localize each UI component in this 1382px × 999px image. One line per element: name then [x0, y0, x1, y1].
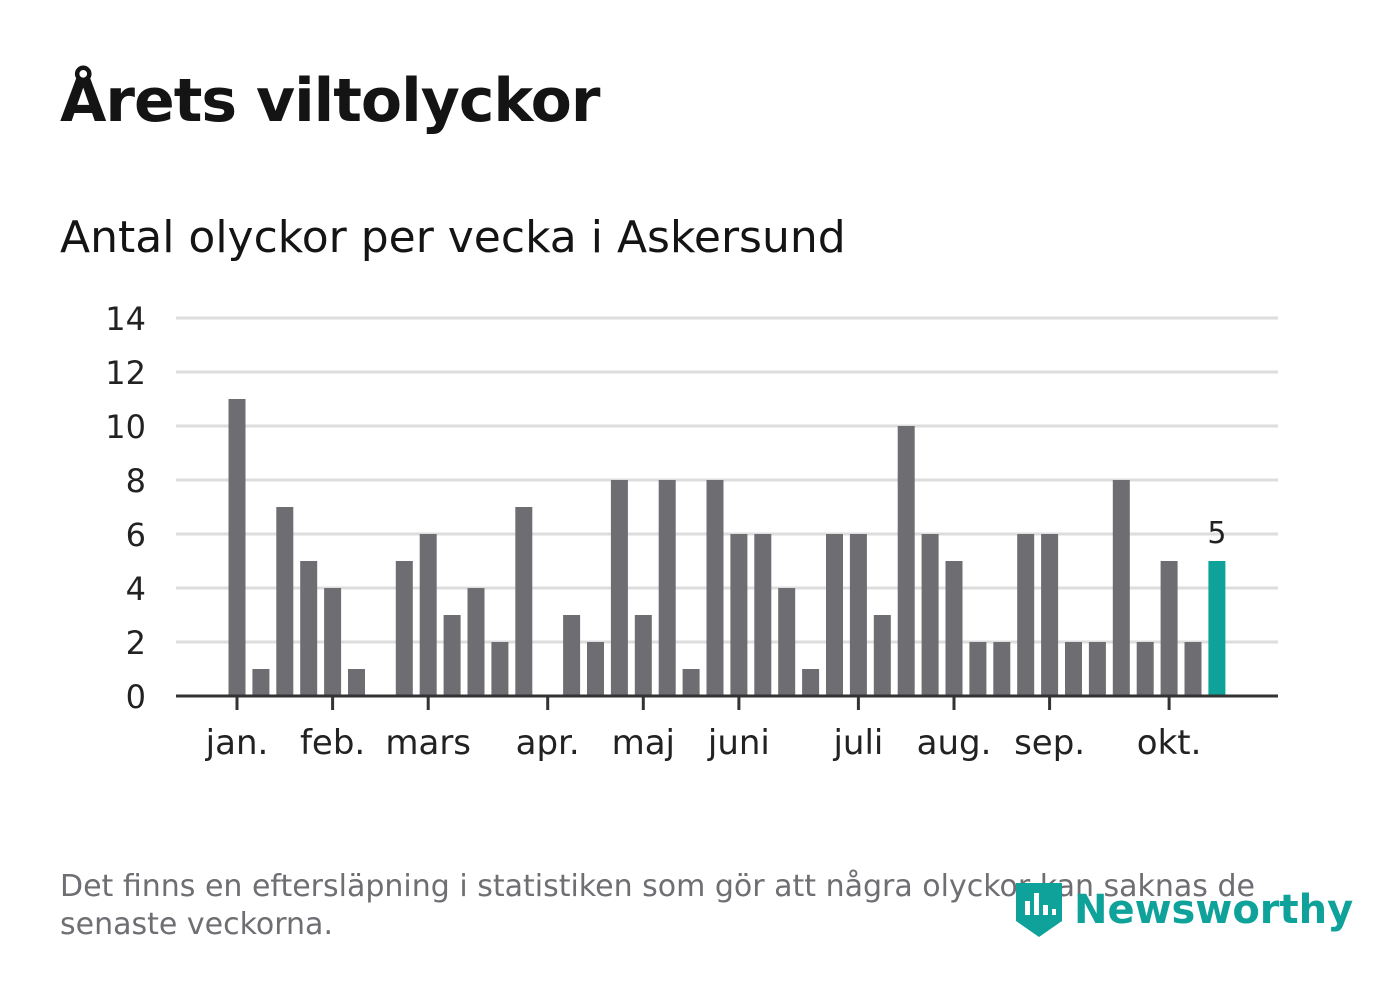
y-tick-label: 14	[105, 300, 146, 338]
bar-week-29	[897, 426, 915, 696]
bar-week-1	[228, 399, 246, 696]
bar-week-33	[993, 642, 1011, 696]
bars	[228, 399, 1226, 696]
x-tick-label: okt.	[1137, 723, 1202, 763]
bar-week-36	[1065, 642, 1082, 696]
bar-week-11	[467, 588, 485, 696]
bar-week-21	[706, 480, 724, 696]
bar-week-13	[515, 507, 533, 696]
newsworthy-brand[interactable]: Newsworthy	[1012, 878, 1353, 942]
bar-chart: 0 2 4 6 8 10 12 14 jan. feb. mars apr. maj juni juli a…	[105, 300, 1278, 763]
bar-week-40	[1160, 561, 1178, 696]
highlight-data-label: 5	[1207, 516, 1226, 551]
bar-week-12	[491, 642, 509, 696]
x-tick-label: apr.	[516, 723, 580, 763]
chart-subtitle: Antal olyckor per vecka i Askersund	[60, 212, 846, 263]
gridlines	[176, 316, 1278, 644]
brand-name: Newsworthy	[1074, 887, 1354, 933]
bar-week-15	[563, 615, 581, 696]
chart-title: Årets viltolyckor	[60, 66, 600, 136]
x-tick-label: maj	[612, 723, 675, 763]
bar-week-23	[754, 534, 772, 696]
bar-week-20	[682, 669, 700, 696]
y-tick-label: 0	[126, 678, 146, 716]
bar-week-4	[300, 561, 318, 696]
x-tick-label: sep.	[1014, 723, 1085, 763]
bar-week-34	[1017, 534, 1035, 696]
bar-week-30	[921, 534, 939, 696]
y-tick-label: 10	[105, 408, 146, 446]
bar-week-32	[969, 642, 987, 696]
x-axis: jan. feb. mars apr. maj juni juli aug. sep. okt.	[176, 694, 1278, 763]
x-tick-label: mars	[385, 723, 471, 763]
bar-week-18	[634, 615, 652, 696]
bar-week-16	[587, 642, 604, 696]
y-axis-ticks: 0 2 4 6 8 10 12 14	[105, 300, 146, 716]
bar-week-41	[1184, 642, 1202, 696]
bar-week-10	[443, 615, 461, 696]
y-tick-label: 12	[105, 354, 146, 392]
bar-week-5	[324, 588, 342, 696]
bar-week-35	[1041, 534, 1059, 696]
x-tick-label: aug.	[917, 723, 992, 763]
bar-week-26	[826, 534, 843, 696]
bar-week-6	[348, 669, 365, 696]
bar-week-8	[395, 561, 413, 696]
bar-week-37	[1088, 642, 1106, 696]
bar-week-3	[276, 507, 294, 696]
y-tick-label: 2	[126, 624, 146, 662]
bar-week-39	[1136, 642, 1154, 696]
bar-week-42	[1208, 561, 1226, 696]
bar-week-25	[802, 669, 820, 696]
bar-week-28	[873, 615, 891, 696]
bar-week-2	[252, 669, 270, 696]
y-tick-label: 8	[126, 462, 146, 500]
bar-week-38	[1112, 480, 1130, 696]
newsworthy-logo-icon	[1016, 883, 1062, 937]
x-tick-label: juni	[707, 723, 770, 763]
bar-week-31	[945, 561, 963, 696]
bar-week-27	[849, 534, 867, 696]
bar-week-19	[658, 480, 676, 696]
y-tick-label: 6	[126, 516, 146, 554]
x-tick-label: juli	[832, 723, 883, 763]
bar-week-17	[610, 480, 628, 696]
bar-week-9	[419, 534, 437, 696]
x-tick-label: feb.	[300, 723, 365, 763]
bar-week-22	[730, 534, 748, 696]
bar-week-24	[778, 588, 796, 696]
y-tick-label: 4	[126, 570, 146, 608]
x-tick-label: jan.	[205, 723, 269, 763]
data-labels: 5	[1207, 516, 1226, 551]
